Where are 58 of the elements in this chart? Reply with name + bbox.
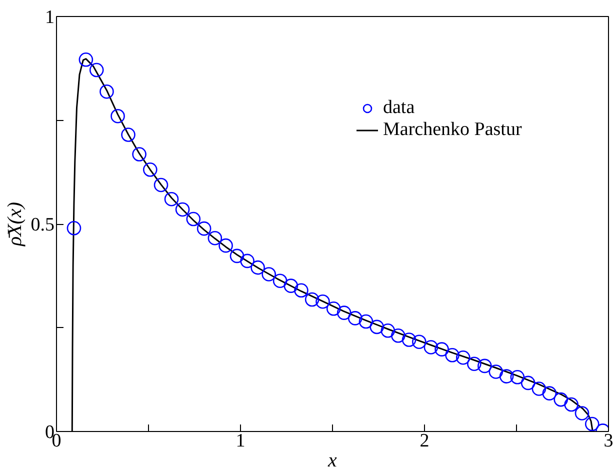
point: [554, 392, 568, 407]
point: [230, 248, 244, 264]
point: [391, 328, 406, 343]
point: [336, 306, 352, 320]
y-axis-title: ρ̄X(x): [4, 202, 26, 248]
point: [208, 230, 222, 246]
point: [574, 406, 590, 420]
point: [358, 314, 374, 329]
point: [196, 221, 212, 236]
point: [424, 340, 438, 354]
point: [326, 302, 341, 316]
point: [402, 332, 416, 347]
point: [250, 260, 265, 275]
point: [564, 397, 578, 412]
point: [121, 128, 136, 142]
point: [294, 283, 308, 298]
x-tick-label: 3: [604, 430, 614, 452]
point: [467, 356, 482, 371]
legend-label: data: [383, 97, 415, 119]
point: [304, 292, 320, 307]
point: [110, 108, 125, 124]
point: [532, 382, 546, 396]
point: [164, 192, 179, 206]
point: [78, 52, 94, 67]
y-tick-label: 1: [45, 7, 54, 28]
point: [100, 84, 114, 99]
point: [380, 324, 396, 338]
point: [186, 212, 201, 226]
point: [370, 320, 384, 334]
x-tick-label: 2: [420, 430, 430, 452]
point: [316, 294, 330, 309]
point: [488, 364, 504, 379]
point: [143, 162, 158, 177]
point: [542, 386, 557, 400]
legend-label: Marchenko Pastur: [383, 119, 522, 141]
point: [348, 311, 362, 326]
point: [240, 254, 254, 268]
point: [175, 202, 190, 217]
point: [272, 274, 288, 288]
x-tick-label: 1: [236, 430, 246, 452]
point: [66, 221, 82, 236]
point: [584, 416, 600, 432]
point: [412, 334, 426, 349]
point: [154, 178, 168, 192]
point: [499, 369, 514, 384]
point: [456, 350, 470, 365]
point: [510, 370, 525, 384]
y-tick-label: 0.5: [30, 214, 54, 236]
point: [89, 62, 104, 78]
point: [132, 147, 146, 162]
point: [262, 267, 276, 282]
point: [284, 278, 298, 293]
point: [445, 348, 460, 362]
point: [520, 376, 536, 390]
x-axis-title: x: [327, 450, 338, 472]
point: [434, 342, 449, 356]
point: [478, 358, 492, 374]
point: [218, 238, 233, 253]
